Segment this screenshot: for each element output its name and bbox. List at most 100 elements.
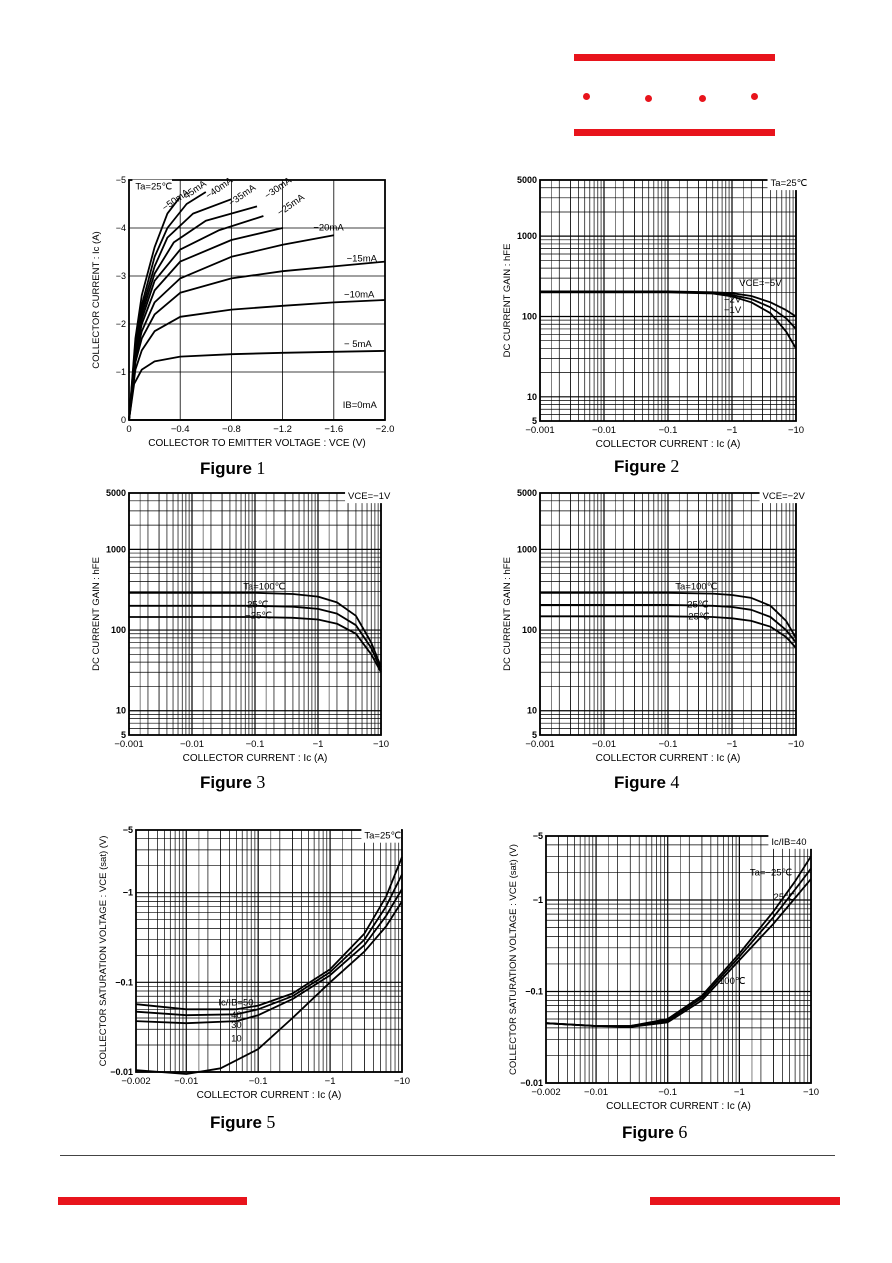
fig1-annotation-bg <box>339 398 380 412</box>
fig4-ytick-label: 1000 <box>517 544 537 554</box>
fig3-x-axis-label: COLLECTOR CURRENT : Ic (A) <box>183 753 328 764</box>
fig3-grid <box>128 492 382 736</box>
fig3-ytick-label: 5 <box>121 730 126 740</box>
header-dot-3 <box>699 95 706 102</box>
fig5-xtick-label: −10 <box>394 1076 410 1087</box>
fig2-xtick-label: −1 <box>727 425 738 436</box>
figure-6-caption-word: Figure <box>622 1123 674 1142</box>
fig5-series-label: Ic/IB=50 <box>218 998 253 1009</box>
fig2-annotation: Ta=25℃ <box>771 178 808 189</box>
fig6-x-axis-label: COLLECTOR CURRENT : Ic (A) <box>606 1101 751 1112</box>
figure-1-caption-number: 1 <box>256 458 266 478</box>
fig6-ytick-label: −0.01 <box>520 1078 543 1088</box>
fig3-xtick-label: −0.1 <box>246 739 265 750</box>
fig4-xtick-label: −10 <box>788 739 804 750</box>
fig1-y-axis-label: COLLECTOR CURRENT : Ic (A) <box>91 231 102 368</box>
fig2-grid <box>539 179 797 422</box>
fig2-xtick-label: −10 <box>788 425 804 436</box>
footer-bar-right <box>650 1197 840 1205</box>
fig2-frame <box>539 179 797 422</box>
fig6-chart: −0.002 −0.01 −0.1 −1 −10−0.01−0.1−1−5COLLECT… <box>508 831 820 1112</box>
fig6-series-line <box>545 878 812 1028</box>
header-dot-4 <box>751 93 758 100</box>
fig2-annotation-bg <box>767 176 808 191</box>
figure-2-caption-number: 2 <box>670 456 680 476</box>
fig1-series-label: −15mA <box>347 254 378 265</box>
fig1-ytick-label: −5 <box>116 175 126 185</box>
fig3-frame <box>128 492 382 736</box>
fig4-chart: −0.001 −0.01 −0.1 −1 −10 5 10 100 1000 5000 COLLEC… <box>502 488 805 764</box>
fig3-annotation-bg <box>345 489 391 504</box>
fig4-grid <box>539 492 797 736</box>
fig3-series-line <box>129 604 382 671</box>
fig3-series-label: −25℃ <box>245 610 272 621</box>
fig2-ytick-label: 100 <box>522 311 537 321</box>
fig6-annotation: Ic/IB=40 <box>771 837 806 848</box>
fig5-xtick-label: −0.01 <box>174 1076 198 1087</box>
fig2-series-line <box>540 291 797 349</box>
fig5-series-label: 30 <box>231 1020 242 1031</box>
fig4-frame <box>539 492 797 736</box>
fig4-series-label: 25℃ <box>687 600 709 611</box>
fig1-xtick-label: −1.2 <box>273 424 292 435</box>
fig3-annotation: VCE=−1V <box>348 491 391 502</box>
fig5-frame <box>135 829 403 1073</box>
fig5-xtick-label: −0.002 <box>121 1076 150 1087</box>
fig4-series-line <box>540 591 797 639</box>
fig2-ytick-label: 5000 <box>517 175 537 185</box>
fig2-series-label: VCE=−5V <box>739 278 782 289</box>
fig4-annotation-bg <box>759 489 805 504</box>
fig1-annotation: Ta=25℃ <box>135 182 172 193</box>
fig3-ytick-label: 1000 <box>106 544 126 554</box>
fig6-series-label: Ta=−25℃ <box>750 868 793 879</box>
fig1-series-label: − 5mA <box>344 339 372 350</box>
fig4-xtick-label: −0.001 <box>525 739 554 750</box>
fig5-series-line <box>135 873 403 1017</box>
header-bar-bottom <box>574 129 775 136</box>
fig5-ytick-label: −0.1 <box>115 977 133 987</box>
fig2-xtick-label: −0.1 <box>659 425 678 436</box>
fig2-ytick-label: 1000 <box>517 231 537 241</box>
footer-rule <box>60 1155 835 1156</box>
fig5-ytick-label: −1 <box>123 888 133 898</box>
fig5-xtick-label: −0.1 <box>249 1076 268 1087</box>
fig2-ytick-label: 10 <box>527 392 537 402</box>
fig1-ytick-label: −2 <box>116 319 126 329</box>
fig2-xtick-label: −0.01 <box>592 425 616 436</box>
figure-4-caption-number: 4 <box>670 772 680 792</box>
fig6-y-axis-label: COLLECTOR SATURATION VOLTAGE : VCE (sat)… <box>508 844 519 1075</box>
fig4-annotation: VCE=−2V <box>763 491 806 502</box>
figure-3-caption-number: 3 <box>256 772 266 792</box>
fig2-xtick-label: −0.001 <box>525 425 554 436</box>
fig1-xtick-label: −0.4 <box>171 424 190 435</box>
fig1-chart: 0 −0.4 −0.8 −1.2 −1.6 −2.0 0 −1 −2 −3 −4 −5 COLLECTO… <box>91 175 394 449</box>
footer-bar-left <box>58 1197 247 1205</box>
figure-3-caption-word: Figure <box>200 773 252 792</box>
header-dot-2 <box>645 95 652 102</box>
fig3-series-label: 25℃ <box>247 600 269 611</box>
fig1-series-line <box>128 299 386 421</box>
fig3-ytick-label: 10 <box>116 706 126 716</box>
fig3-xtick-label: −1 <box>313 739 324 750</box>
header-dot-1 <box>583 93 590 100</box>
fig3-xtick-label: −10 <box>373 739 389 750</box>
fig6-xtick-label: −10 <box>803 1087 819 1098</box>
figure-6-caption-number: 6 <box>678 1122 688 1142</box>
fig1-series-label: −30mA <box>263 175 295 202</box>
fig5-series-line <box>135 900 403 1075</box>
fig5-series-line <box>135 856 403 1011</box>
figure-1-caption: Figure 1 <box>200 458 265 479</box>
fig1-xtick-label: −1.6 <box>324 424 343 435</box>
fig3-y-axis-label: DC CURRENT GAIN : hFE <box>91 557 102 671</box>
figure-5-caption-word: Figure <box>210 1113 262 1132</box>
fig1-series-line <box>128 260 386 421</box>
fig4-x-axis-label: COLLECTOR CURRENT : Ic (A) <box>596 753 741 764</box>
figure-5-caption-number: 5 <box>266 1112 276 1132</box>
fig3-series-line <box>129 616 382 673</box>
fig2-chart: −0.001 −0.01 −0.1 −1 −10 5 10 100 1000 5000 COLLEC… <box>502 175 808 450</box>
fig1-series-label: −10mA <box>344 290 375 301</box>
fig6-xtick-label: −0.01 <box>584 1087 608 1098</box>
fig6-ytick-label: −5 <box>533 831 543 841</box>
fig5-chart: −0.002 −0.01 −0.1 −1 −10−0.01−0.1−1−5COLLECT… <box>98 825 410 1101</box>
